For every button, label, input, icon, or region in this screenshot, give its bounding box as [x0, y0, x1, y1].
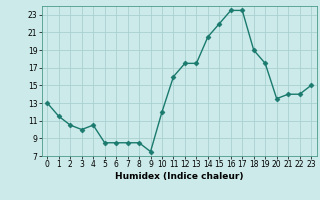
- X-axis label: Humidex (Indice chaleur): Humidex (Indice chaleur): [115, 172, 244, 181]
